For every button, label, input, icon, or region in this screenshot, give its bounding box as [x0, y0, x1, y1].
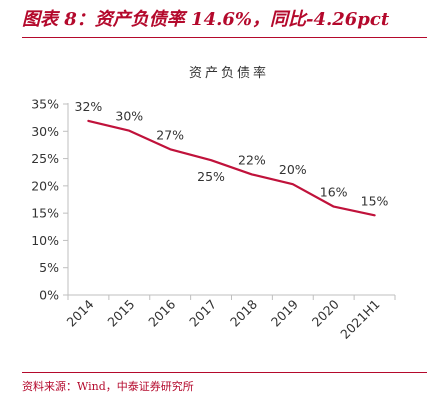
axes: 0%5%10%15%20%25%30%35%2014 2015 2016 2017 20… [31, 97, 396, 342]
data-label: 16% [320, 185, 348, 200]
data-label: 27% [156, 127, 184, 142]
y-tick-label: 20% [31, 178, 59, 193]
data-label: 22% [238, 152, 266, 167]
source-divider [22, 372, 427, 373]
y-tick-label: 35% [31, 97, 59, 112]
line-chart: 资产负债率 0% 5% 10% 15% 20% 25% 30% 35% 2014 2015 2016… [31, 65, 396, 342]
series-group [87, 119, 376, 217]
x-tick-label: 2018 [227, 296, 260, 329]
chart-container: 资产负债率 0% 5% 10% 15% 20% 25% 30% 35% 2014 2015 2016… [0, 40, 434, 370]
x-tick-label: 2019 [268, 296, 301, 329]
data-label: 15% [361, 193, 389, 208]
y-tick-label: 10% [31, 233, 59, 248]
data-label: 20% [279, 162, 307, 177]
title-divider [22, 37, 427, 38]
y-tick-label: 0% [39, 288, 59, 303]
y-tick-label: 25% [31, 151, 59, 166]
y-tick-label: 30% [31, 124, 59, 139]
y-tick-label: 15% [31, 206, 59, 221]
data-label: 32% [75, 99, 103, 114]
data-label: 30% [115, 109, 143, 124]
x-tick-label: 2021H1 [337, 297, 382, 342]
x-tick-label: 2015 [104, 297, 137, 330]
x-tick-label: 2014 [63, 296, 96, 329]
source-note: 资料来源：Wind，中泰证券研究所 [22, 380, 194, 393]
data-labels: 32% 30% 27% 25% 22% 20% 16% 15% [75, 99, 389, 208]
data-label: 25% [197, 169, 225, 184]
y-tick-label: 5% [39, 260, 59, 275]
figure-title: 图表 8：资产负债率 14.6%，同比-4.26pct [22, 9, 390, 30]
x-tick-label: 2016 [145, 296, 178, 329]
x-tick-label: 2017 [186, 297, 219, 330]
series-line [87, 119, 376, 217]
chart-title: 资产负债率 [189, 65, 269, 81]
x-tick-label: 2020 [309, 296, 342, 329]
